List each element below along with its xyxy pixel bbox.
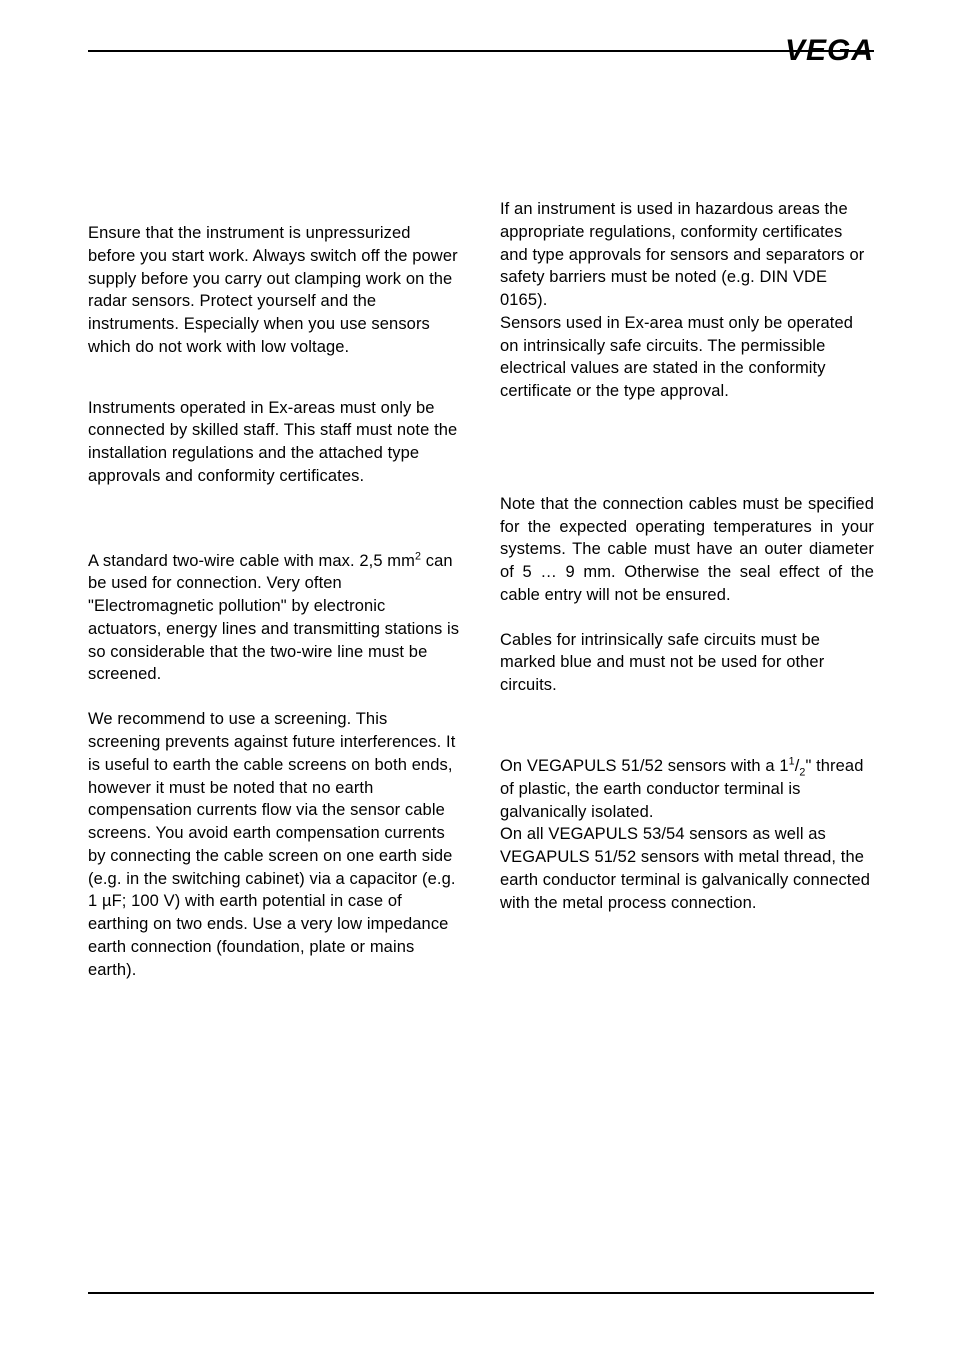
top-divider [88, 50, 874, 52]
left-para-3b: can be used for connection. Very often "… [88, 552, 459, 684]
right-para-1a: If an instrument is used in hazardous ar… [500, 200, 864, 309]
right-para-3: Cables for intrinsically safe circuits m… [500, 629, 874, 697]
left-para-2: Instruments operated in Ex-areas must on… [88, 397, 462, 488]
right-column: If an instrument is used in hazardous ar… [500, 222, 874, 981]
left-para-3: A standard two-wire cable with max. 2,5 … [88, 550, 462, 687]
right-para-1b: Sensors used in Ex-area must only be ope… [500, 314, 853, 400]
right-para-2: Note that the connection cables must be … [500, 493, 874, 607]
fraction-num: 1 [789, 756, 795, 768]
right-para-4a: On VEGAPULS 51/52 sensors with a 1 [500, 757, 789, 775]
right-para-1: If an instrument is used in hazardous ar… [500, 198, 874, 403]
bottom-divider [88, 1292, 874, 1294]
left-para-1: Ensure that the instrument is unpressuri… [88, 222, 462, 359]
left-column: Ensure that the instrument is unpressuri… [88, 222, 462, 981]
right-para-4: On VEGAPULS 51/52 sensors with a 11/2" t… [500, 755, 874, 914]
right-para-4c: On all VEGAPULS 53/54 sensors as well as… [500, 825, 870, 911]
left-para-4: We recommend to use a screening. This sc… [88, 708, 462, 981]
body-columns: Ensure that the instrument is unpressuri… [88, 222, 874, 981]
brand-logo: VEGA [785, 34, 874, 68]
left-para-3a: A standard two-wire cable with max. 2,5 … [88, 552, 415, 570]
